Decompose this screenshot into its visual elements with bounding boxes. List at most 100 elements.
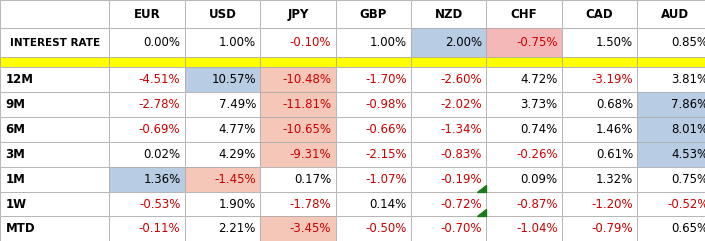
Text: 0.61%: 0.61% [596, 148, 633, 161]
Bar [185, 92, 260, 117]
Text: 8.01%: 8.01% [671, 123, 705, 136]
Text: 4.72%: 4.72% [520, 74, 558, 86]
Text: -4.51%: -4.51% [139, 74, 180, 86]
Bar [0, 0, 109, 28]
Bar [185, 117, 260, 142]
Bar [562, 0, 637, 28]
Bar [260, 117, 336, 142]
Text: 0.74%: 0.74% [520, 123, 558, 136]
Text: INTEREST RATE: INTEREST RATE [10, 38, 99, 48]
Text: -2.78%: -2.78% [139, 98, 180, 111]
Bar [109, 192, 185, 216]
Bar [411, 192, 486, 216]
Bar [637, 167, 705, 192]
Bar [336, 67, 411, 92]
Bar [562, 192, 637, 216]
Text: MTD: MTD [6, 222, 35, 235]
Bar [260, 0, 336, 28]
Bar [562, 67, 637, 92]
Text: 7.49%: 7.49% [219, 98, 256, 111]
Bar [486, 0, 562, 28]
Bar [637, 142, 705, 167]
Bar [260, 216, 336, 241]
Bar [411, 167, 486, 192]
Bar [336, 142, 411, 167]
Text: 3.81%: 3.81% [671, 74, 705, 86]
Bar [0, 28, 109, 57]
Bar [109, 0, 185, 28]
Bar [411, 28, 486, 57]
Bar [336, 192, 411, 216]
Bar [411, 0, 486, 28]
Bar [109, 67, 185, 92]
Bar [411, 57, 486, 67]
Text: 1.32%: 1.32% [596, 173, 633, 186]
Text: -0.19%: -0.19% [441, 173, 482, 186]
Bar [411, 142, 486, 167]
Text: 0.14%: 0.14% [369, 198, 407, 210]
Text: 7.86%: 7.86% [671, 98, 705, 111]
Text: 0.65%: 0.65% [671, 222, 705, 235]
Text: JPY: JPY [287, 8, 309, 21]
Bar [637, 117, 705, 142]
Text: -1.34%: -1.34% [441, 123, 482, 136]
Bar [486, 67, 562, 92]
Bar [185, 216, 260, 241]
Bar [185, 92, 260, 117]
Bar [185, 216, 260, 241]
Bar [260, 92, 336, 117]
Bar [0, 167, 109, 192]
Bar [109, 57, 185, 67]
Text: 3.73%: 3.73% [520, 98, 558, 111]
Bar [109, 28, 185, 57]
Bar [336, 216, 411, 241]
Text: 3M: 3M [6, 148, 25, 161]
Text: -0.87%: -0.87% [516, 198, 558, 210]
Text: -0.52%: -0.52% [667, 198, 705, 210]
Bar [0, 92, 109, 117]
Bar [336, 117, 411, 142]
Bar [486, 28, 562, 57]
Bar [185, 117, 260, 142]
Text: 1.46%: 1.46% [596, 123, 633, 136]
Bar [109, 67, 185, 92]
Text: 12M: 12M [6, 74, 34, 86]
Bar [109, 216, 185, 241]
Bar [336, 216, 411, 241]
Bar [637, 0, 705, 28]
Bar [109, 92, 185, 117]
Bar [411, 57, 486, 67]
Bar [260, 216, 336, 241]
Bar [0, 192, 109, 216]
Text: 2.21%: 2.21% [219, 222, 256, 235]
Bar [0, 142, 109, 167]
Bar [486, 0, 562, 28]
Bar [260, 67, 336, 92]
Bar [562, 0, 637, 28]
Bar [411, 92, 486, 117]
Text: 4.77%: 4.77% [219, 123, 256, 136]
Bar [0, 0, 109, 28]
Bar [185, 67, 260, 92]
Bar [562, 117, 637, 142]
Bar [411, 0, 486, 28]
Bar [411, 216, 486, 241]
Text: 0.02%: 0.02% [143, 148, 180, 161]
Bar [260, 67, 336, 92]
Bar [260, 0, 336, 28]
Bar [637, 0, 705, 28]
Text: EUR: EUR [134, 8, 160, 21]
Bar [486, 167, 562, 192]
Bar [411, 216, 486, 241]
Text: -0.66%: -0.66% [365, 123, 407, 136]
Bar [185, 142, 260, 167]
Text: 0.85%: 0.85% [672, 36, 705, 49]
Bar [562, 92, 637, 117]
Bar [486, 67, 562, 92]
Bar [336, 57, 411, 67]
Bar [486, 57, 562, 67]
Bar [185, 57, 260, 67]
Text: -0.83%: -0.83% [441, 148, 482, 161]
Text: 10.57%: 10.57% [212, 74, 256, 86]
Bar [109, 142, 185, 167]
